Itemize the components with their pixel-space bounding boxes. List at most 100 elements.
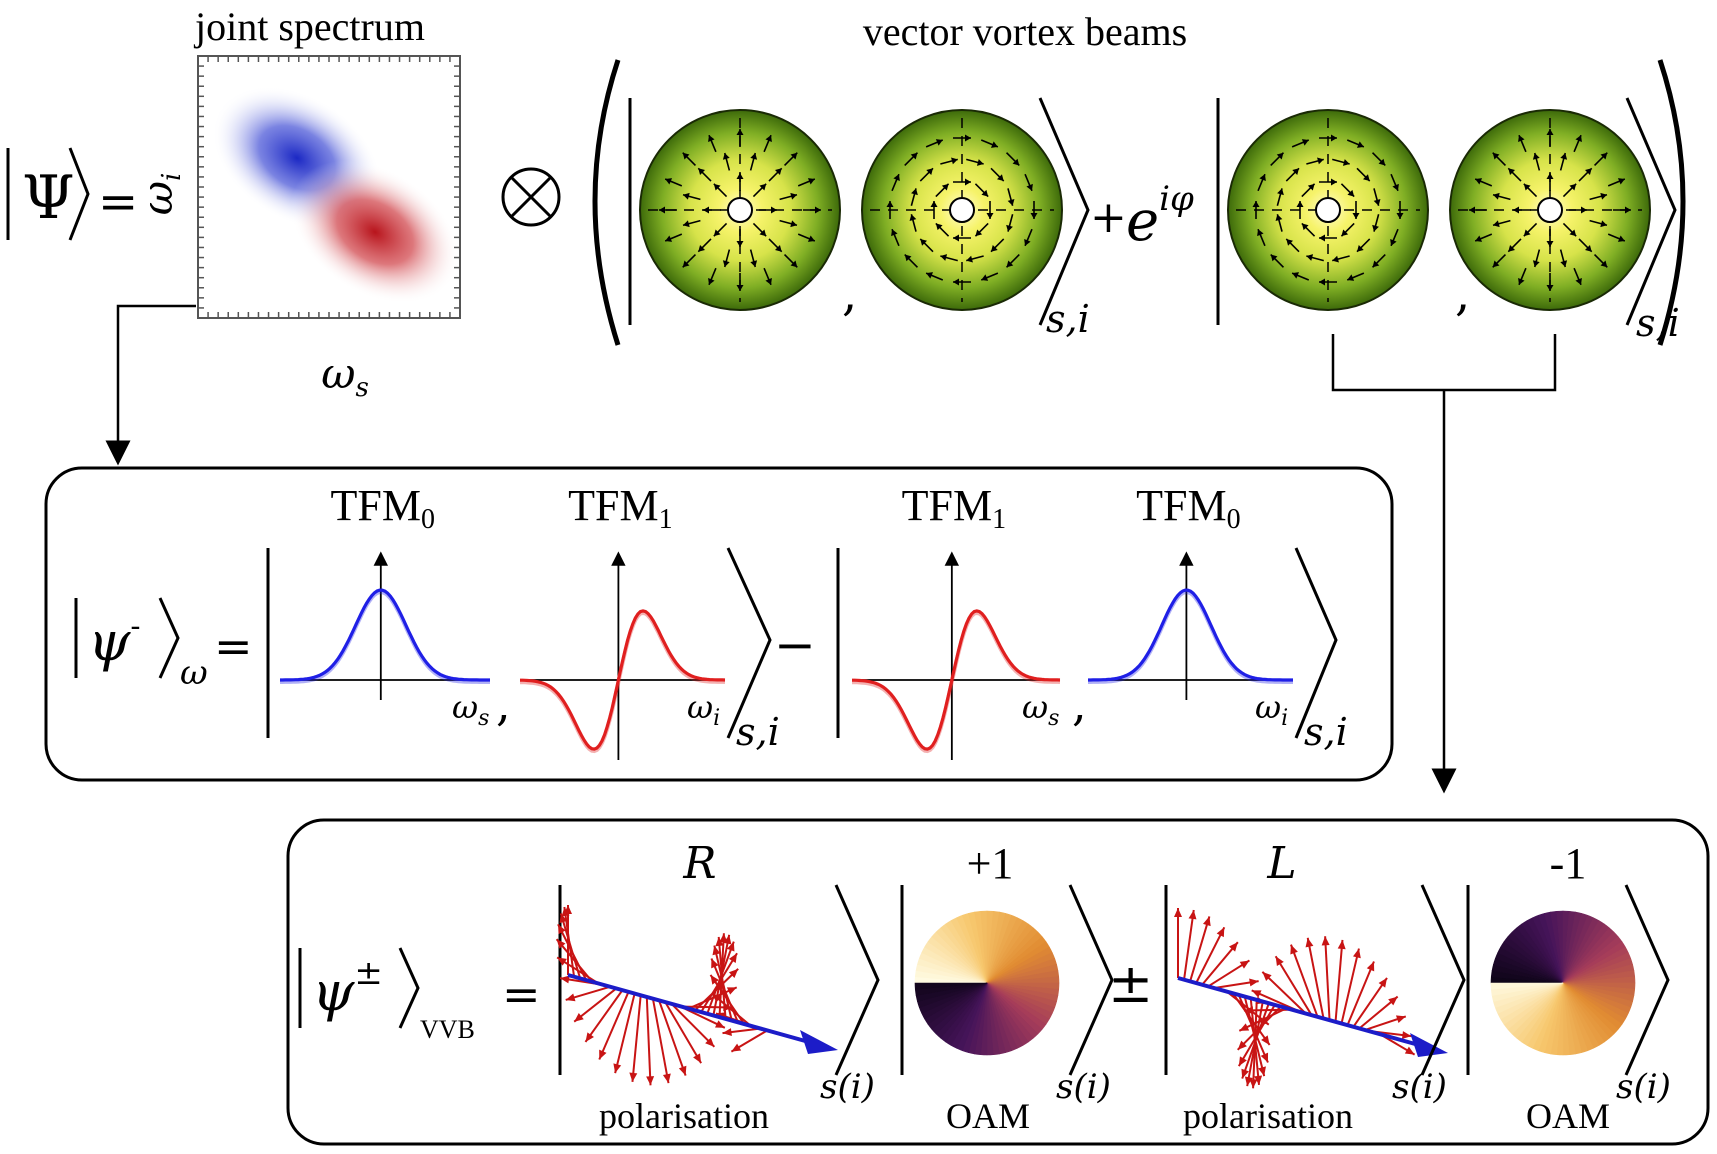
beam-field-arrowhead bbox=[683, 220, 690, 228]
beam-field-arrowhead bbox=[981, 274, 989, 281]
vvb-state-label: ψ± VVB = bbox=[298, 947, 541, 1044]
jsa-red-lobe bbox=[290, 160, 460, 304]
beam-vortex-core bbox=[727, 197, 753, 223]
pol-field-arrowhead bbox=[599, 1049, 607, 1060]
pol-field-arrowhead bbox=[1239, 1023, 1250, 1031]
beam-field-arrowhead bbox=[1518, 277, 1525, 285]
beam-field-arrowhead bbox=[1396, 213, 1404, 219]
beam-field-arrowhead bbox=[790, 192, 797, 200]
pol-field-arrowhead bbox=[722, 1028, 732, 1037]
beam-field-arrowhead bbox=[1575, 135, 1582, 143]
beam-field-arrowhead bbox=[1306, 254, 1314, 261]
joint-spectrum-plot bbox=[197, 55, 461, 319]
tfm-axis-sym: ω bbox=[687, 688, 713, 726]
tfm-ket1-sub: s,i bbox=[736, 710, 780, 754]
pol-field-arrowhead bbox=[693, 1053, 702, 1064]
beam-field-arrowhead bbox=[750, 153, 758, 160]
pol-field-arrowhead bbox=[1216, 927, 1225, 938]
tfm-axis-sym: ω bbox=[1022, 688, 1048, 726]
svg-text:ωi: ωi bbox=[133, 173, 187, 216]
beam-vortex-core bbox=[1315, 197, 1341, 223]
pol-field-arrowhead bbox=[558, 924, 566, 935]
beam-field-arrowhead bbox=[1276, 152, 1284, 160]
beam-field-arrowhead bbox=[1286, 238, 1293, 246]
vvb-item-top-2: L bbox=[1266, 838, 1296, 889]
beam-field-arrowhead bbox=[891, 229, 898, 237]
pol-field-vector bbox=[1195, 926, 1226, 984]
beam-field-arrowhead bbox=[1026, 183, 1033, 191]
pol-field-arrowhead bbox=[1260, 1052, 1269, 1063]
beam-field-arrowhead bbox=[1625, 206, 1631, 214]
beam-field-arrowhead bbox=[1356, 141, 1364, 148]
tfm-mode-curve bbox=[280, 588, 490, 682]
pol-field-vector bbox=[1324, 936, 1331, 1020]
beam-field-arrowhead bbox=[920, 238, 927, 246]
beam-field-arrowhead bbox=[926, 272, 934, 279]
joint-spectrum-title: joint spectrum bbox=[193, 4, 425, 49]
beam-field-arrowhead bbox=[1532, 153, 1540, 160]
pol-field-arrowhead bbox=[705, 1037, 715, 1047]
propagation-arrowhead bbox=[1410, 1033, 1448, 1057]
beam-field-arrowhead bbox=[1518, 135, 1525, 143]
pol-field-vector bbox=[614, 993, 636, 1074]
beam-field-arrowhead bbox=[1523, 229, 1531, 237]
beam-azimuthal-2 bbox=[1227, 109, 1429, 311]
beam-field-arrowhead bbox=[1341, 229, 1349, 237]
beam-field-arrowhead bbox=[1372, 260, 1380, 268]
beam-field-arrowhead bbox=[713, 183, 721, 191]
polarisation-R-graphic bbox=[555, 905, 838, 1086]
beam-field-arrowhead bbox=[682, 260, 690, 268]
beam-field-arrowhead bbox=[1292, 168, 1300, 175]
beam-vortex-core bbox=[949, 197, 975, 223]
pol-field-arrowhead bbox=[715, 936, 724, 947]
pol-field-arrowhead bbox=[1249, 1079, 1258, 1089]
pol-field-arrowhead bbox=[1203, 916, 1211, 927]
pol-field-arrowhead bbox=[1401, 1031, 1412, 1040]
beam-field-arrowhead bbox=[765, 135, 772, 143]
beam-field-arrowhead bbox=[935, 223, 943, 231]
left-paren bbox=[592, 59, 621, 346]
vvb-ket-angle-3 bbox=[1624, 884, 1670, 1076]
svg-text:ψ-: ψ- bbox=[88, 609, 141, 673]
pol-field-vector bbox=[670, 1002, 716, 1048]
beam-field-arrowhead bbox=[665, 235, 673, 242]
tfm-axis-sym: ω bbox=[1255, 688, 1281, 726]
vvb-item-top-3: -1 bbox=[1550, 839, 1587, 888]
pol-field-arrowhead bbox=[1229, 942, 1238, 952]
beam-field-arrowhead bbox=[759, 229, 767, 237]
beam-field-arrowhead bbox=[1331, 178, 1337, 186]
vvb-item-bottom-0: polarisation bbox=[599, 1096, 769, 1136]
pol-field-vector bbox=[1261, 971, 1306, 1014]
pol-field-arrowhead bbox=[613, 1063, 622, 1074]
vvb-ket1-angle bbox=[1038, 97, 1090, 326]
pol-field-arrowhead bbox=[1388, 996, 1398, 1006]
pol-field-arrowhead bbox=[1238, 1056, 1247, 1067]
oam-plus-one-graphic bbox=[914, 910, 1060, 1056]
tfm-state-sup: - bbox=[130, 609, 140, 644]
pol-field-vector bbox=[1352, 977, 1388, 1027]
beam-field-arrowhead bbox=[1493, 192, 1500, 200]
pol-field-vector bbox=[598, 991, 630, 1060]
beam-field-arrowhead bbox=[911, 188, 918, 196]
phase-exp: iφ bbox=[1159, 179, 1194, 219]
vvb-item-top-1: +1 bbox=[967, 839, 1014, 888]
pol-field-arrowhead bbox=[1337, 939, 1346, 950]
beam-field-arrowhead bbox=[1617, 178, 1625, 185]
beam-radial-2 bbox=[1449, 109, 1651, 311]
pol-field-arrowhead bbox=[731, 1043, 742, 1052]
beam-field-arrowhead bbox=[1560, 153, 1568, 160]
beam-field-arrowhead bbox=[807, 178, 815, 185]
pol-field-arrowhead bbox=[1241, 1068, 1249, 1079]
beam-field-arrowhead bbox=[986, 213, 994, 219]
pol-field-vector bbox=[1340, 948, 1360, 1024]
tfm-box bbox=[44, 466, 1394, 782]
beam-field-arrowhead bbox=[807, 235, 815, 242]
beam-field-arrowhead bbox=[765, 277, 772, 285]
beam-field-arrowhead bbox=[1392, 183, 1399, 191]
tfm-axis-sub: s bbox=[1048, 706, 1059, 731]
beam-field-arrowhead bbox=[1006, 260, 1014, 268]
pol-field-vector bbox=[1274, 955, 1313, 1016]
pol-field-vector bbox=[1201, 941, 1239, 986]
beam-field-arrowhead bbox=[790, 260, 798, 268]
tfm-label-main: TFM bbox=[1136, 481, 1226, 530]
